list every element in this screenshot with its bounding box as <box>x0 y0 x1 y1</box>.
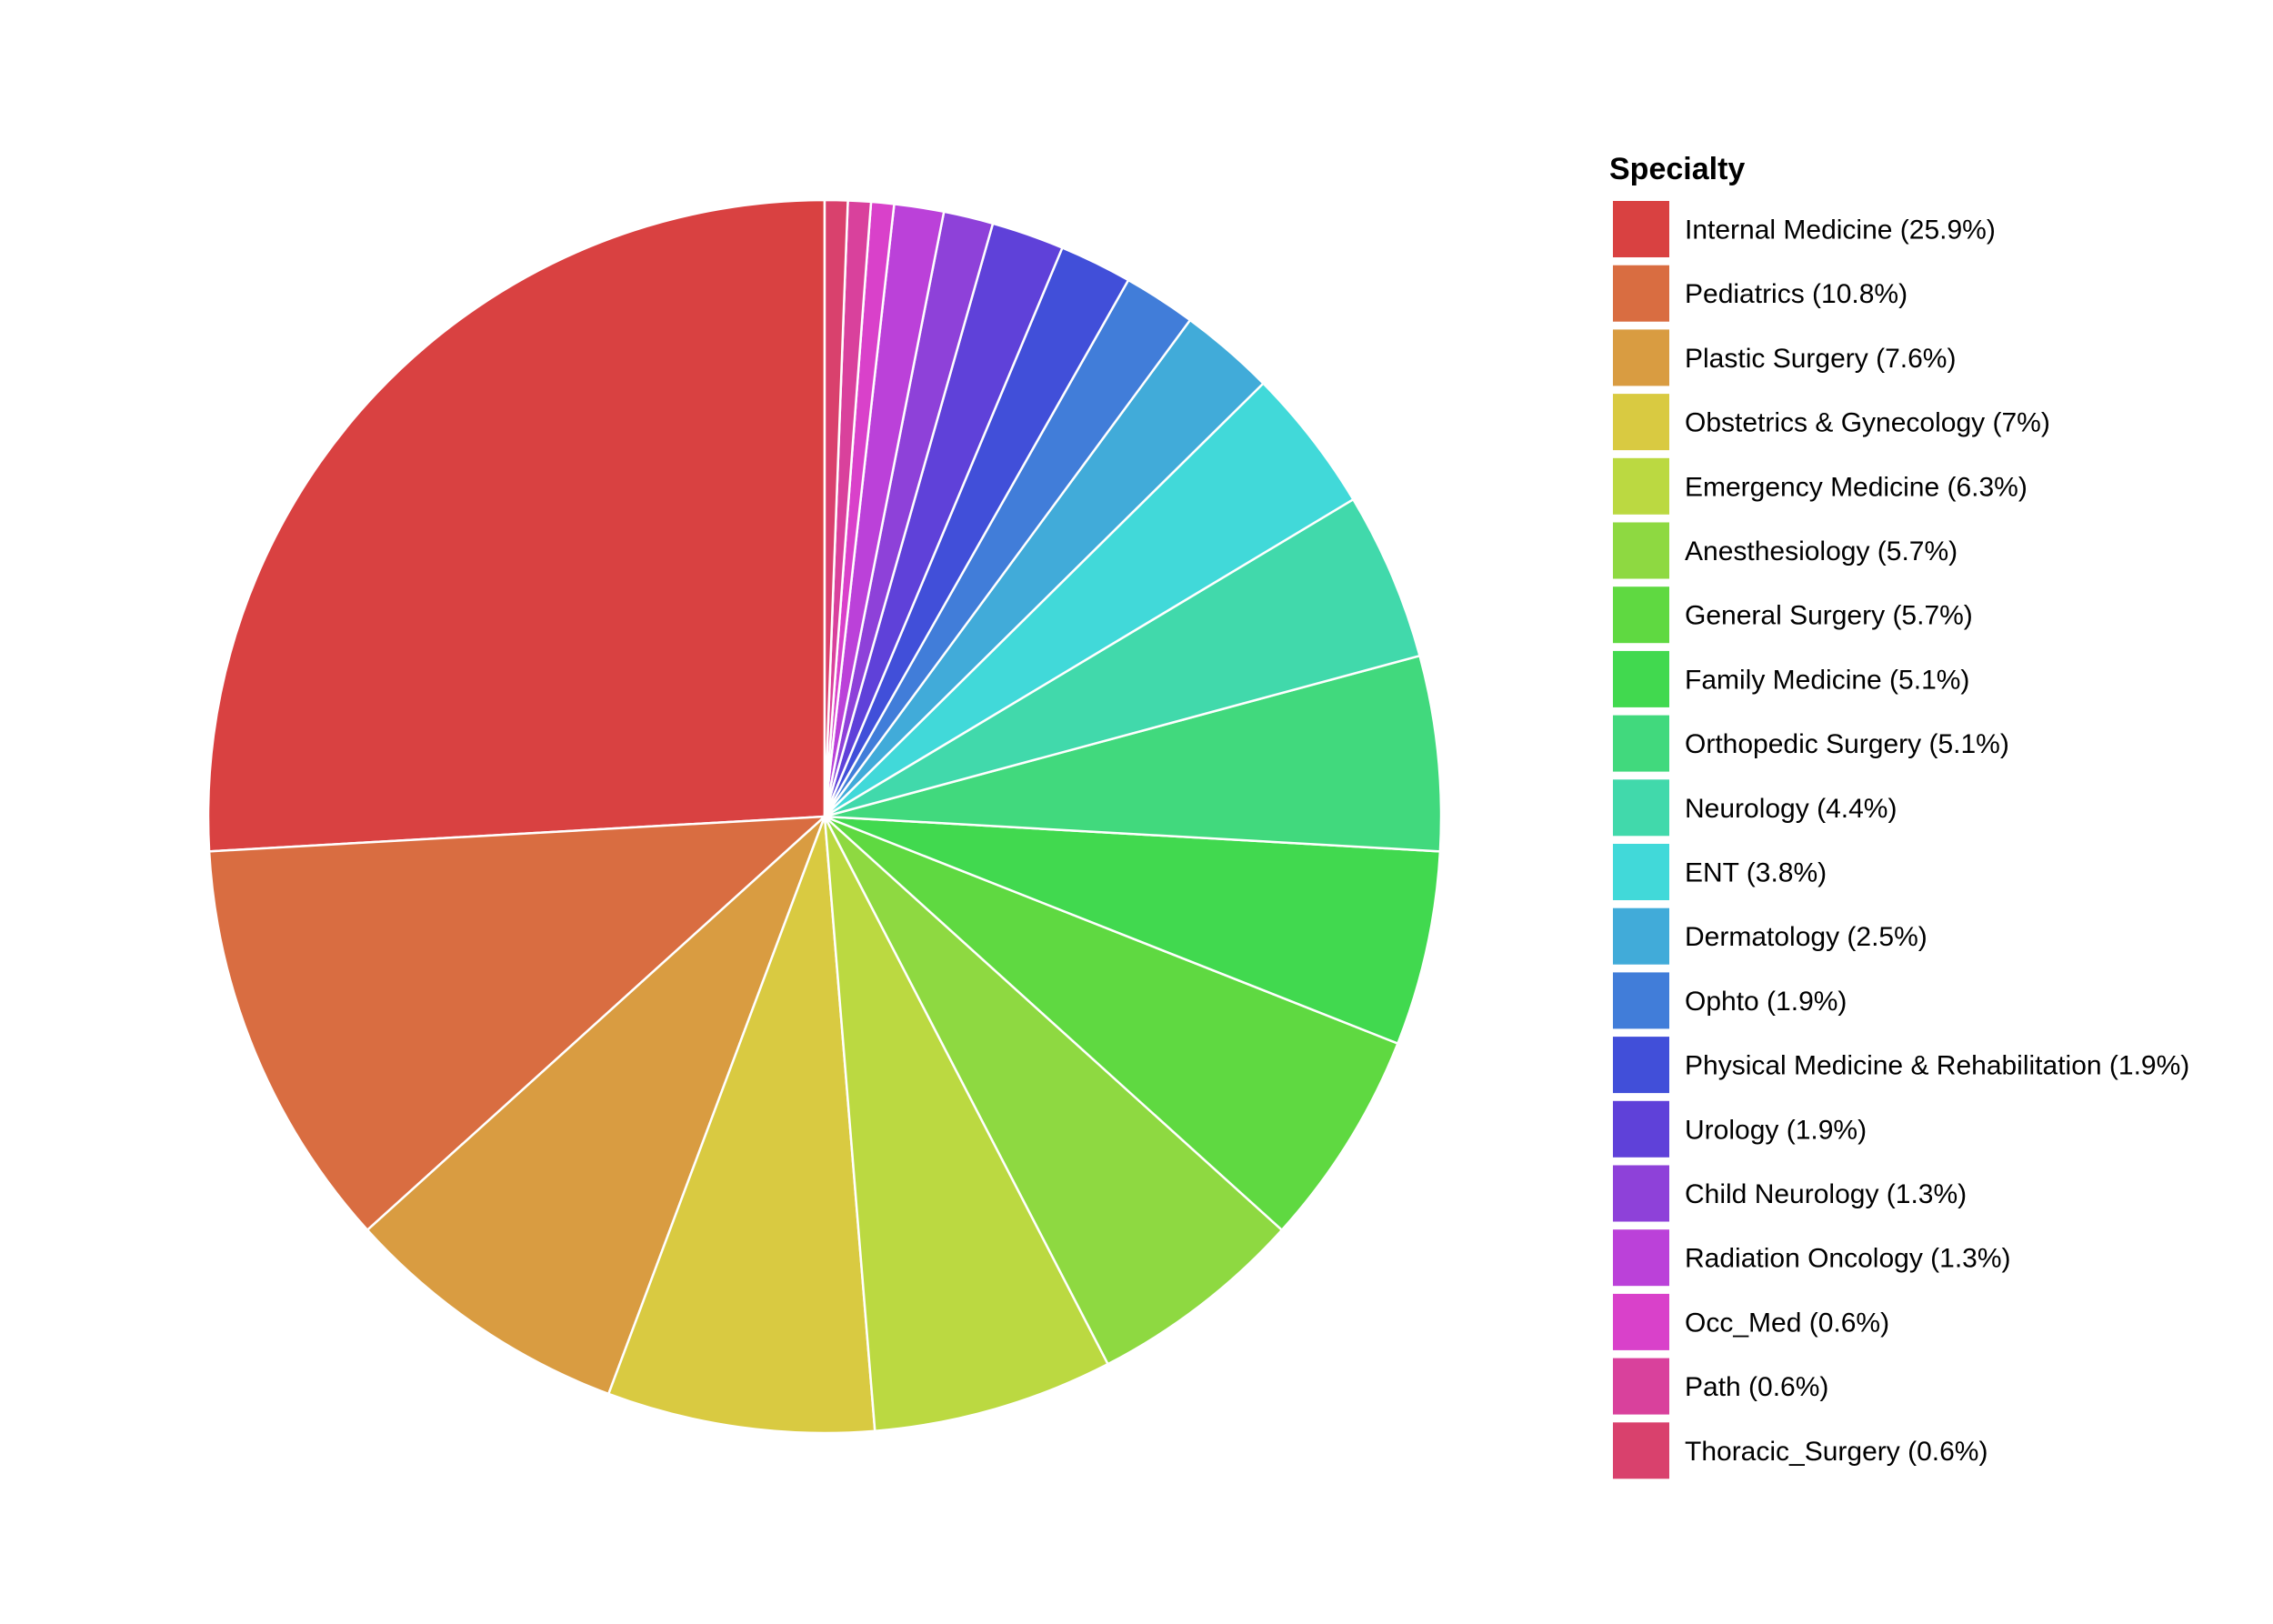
legend-label: Ophto (1.9%) <box>1685 987 1847 1017</box>
legend-swatch <box>1611 906 1671 967</box>
legend-label: Obstetrics & Gynecology (7%) <box>1685 408 2050 438</box>
legend-label: Dermatology (2.5%) <box>1685 922 1928 952</box>
legend-label: Internal Medicine (25.9%) <box>1685 216 1996 246</box>
legend-label: Thoracic_Surgery (0.6%) <box>1685 1437 1988 1467</box>
legend-swatch <box>1611 1228 1671 1288</box>
legend-swatch <box>1611 327 1671 388</box>
pie-slice <box>823 815 1399 1231</box>
legend-label: Path (0.6%) <box>1685 1372 1828 1402</box>
legend-swatch <box>1611 199 1671 259</box>
legend-swatch <box>1611 1291 1671 1352</box>
legend-swatch <box>1611 392 1671 453</box>
pie-slice <box>607 815 876 1435</box>
legend-label: Anesthesiology (5.7%) <box>1685 536 1958 566</box>
legend-label: Occ_Med (0.6%) <box>1685 1308 1889 1338</box>
legend-swatch <box>1611 970 1671 1031</box>
legend-title: Specialty <box>1609 152 1745 186</box>
pie-slice <box>823 198 849 818</box>
pie-slice <box>823 497 1421 818</box>
pie-slices <box>206 198 1443 1435</box>
legend-swatch <box>1611 585 1671 646</box>
legend-swatch <box>1611 713 1671 774</box>
legend-label: Physical Medicine & Rehabilitation (1.9%… <box>1685 1051 2189 1081</box>
legend-swatch <box>1611 1163 1671 1224</box>
legend-swatch <box>1611 648 1671 709</box>
legend-label: Radiation Oncology (1.3%) <box>1685 1244 2011 1274</box>
legend-swatch <box>1611 1035 1671 1096</box>
legend-label: ENT (3.8%) <box>1685 858 1827 888</box>
legend-swatch <box>1611 777 1671 838</box>
legend-swatch <box>1611 842 1671 902</box>
legend-swatch <box>1611 263 1671 324</box>
legend: Specialty Internal Medicine (25.9%) Pedia… <box>1609 152 2189 1481</box>
pie-slice <box>365 815 826 1396</box>
legend-swatch <box>1611 520 1671 581</box>
legend-swatch <box>1611 1098 1671 1159</box>
pie-slice <box>823 815 1284 1366</box>
legend-label: Family Medicine (5.1%) <box>1685 665 1969 695</box>
legend-swatch <box>1611 1356 1671 1417</box>
legend-label: Pediatrics (10.8%) <box>1685 279 1908 309</box>
pie-slice <box>207 815 826 1231</box>
legend-label: Urology (1.9%) <box>1685 1115 1867 1145</box>
legend-swatch <box>1611 1420 1671 1481</box>
pie-slice <box>206 198 826 853</box>
legend-swatch <box>1611 456 1671 516</box>
pie-slice <box>823 815 1442 1045</box>
legend-label: Emergency Medicine (6.3%) <box>1685 472 2028 502</box>
legend-label: Neurology (4.4%) <box>1685 794 1897 824</box>
pie-slice <box>823 815 1109 1432</box>
legend-label: Child Neurology (1.3%) <box>1685 1179 1967 1209</box>
legend-label: Plastic Surgery (7.6%) <box>1685 344 1956 374</box>
legend-label: Orthopedic Surgery (5.1%) <box>1685 729 2009 759</box>
legend-label: General Surgery (5.7%) <box>1685 601 1973 631</box>
pie-slice <box>823 654 1443 853</box>
